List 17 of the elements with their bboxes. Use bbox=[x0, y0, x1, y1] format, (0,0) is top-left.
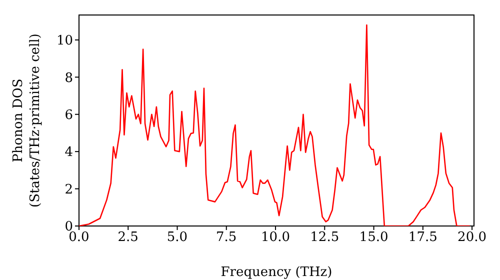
x-tick-label: 20.0 bbox=[458, 230, 487, 246]
x-axis-title: Frequency (THz) bbox=[220, 265, 332, 280]
x-tick-label: 2.5 bbox=[118, 230, 138, 246]
y-axis-title: Phonon DOS (States/THz·primitive cell) bbox=[11, 33, 43, 208]
x-tick-label: 15.0 bbox=[359, 230, 388, 246]
y-tick-label: 6 bbox=[64, 108, 73, 123]
x-tick-label: 5.0 bbox=[166, 230, 188, 246]
y-tick-label: 8 bbox=[64, 70, 73, 86]
x-tick-label: 12.5 bbox=[310, 230, 340, 246]
y-tick-label: 4 bbox=[64, 145, 73, 160]
x-tick-label: 17.5 bbox=[408, 230, 438, 246]
x-tick-label: 0.0 bbox=[68, 230, 90, 246]
y-tick-label: 2 bbox=[64, 182, 73, 198]
line-series bbox=[79, 24, 471, 226]
x-tick-label: 10.0 bbox=[261, 230, 290, 246]
y-tick-label: 10 bbox=[56, 34, 73, 49]
x-tick-label: 7.5 bbox=[216, 230, 237, 246]
